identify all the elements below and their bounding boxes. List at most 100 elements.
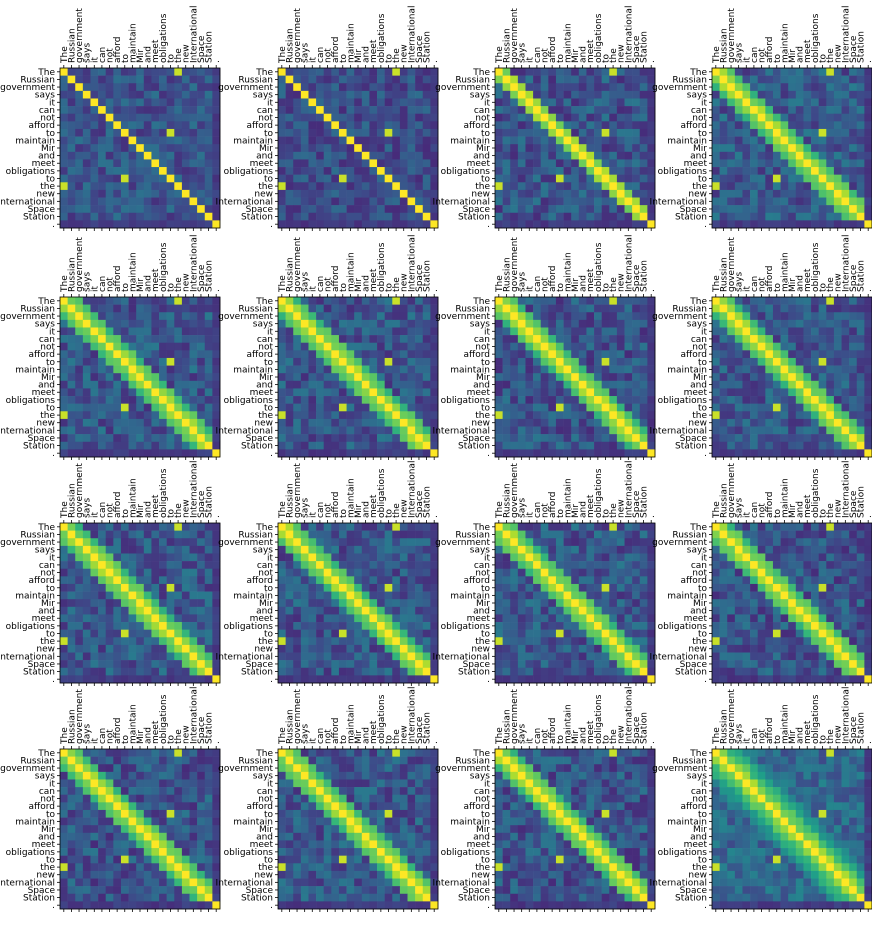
heatmap-cell [392, 189, 401, 198]
heatmap-cell [159, 365, 167, 374]
heatmap-cell [323, 68, 332, 76]
heatmap-cell [331, 220, 340, 229]
heatmap-cell [727, 83, 736, 92]
heatmap-cell [780, 312, 789, 321]
heatmap-cell [143, 675, 152, 684]
heatmap-cell [780, 205, 789, 214]
heatmap-cell [331, 98, 340, 107]
heatmap-cell [128, 174, 137, 183]
heatmap-cell [734, 365, 743, 374]
heatmap-cell [143, 637, 152, 646]
heatmap-cell [197, 449, 206, 458]
heatmap-cell [510, 98, 519, 107]
heatmap-cell [166, 380, 175, 389]
heatmap-cell [338, 151, 347, 160]
heatmap-cell [415, 403, 424, 412]
heatmap-cell [727, 388, 736, 397]
heatmap-cell [750, 388, 759, 397]
heatmap-cell [548, 136, 557, 145]
heatmap-cell [67, 667, 76, 676]
heatmap-cell [105, 98, 114, 107]
heatmap-cell [772, 151, 781, 160]
heatmap-cell [128, 182, 137, 191]
y-tick-label: and [38, 607, 55, 617]
heatmap-cell [555, 151, 564, 160]
heatmap-cell [422, 530, 431, 539]
heatmap-cell [586, 197, 595, 206]
heatmap-cell [113, 411, 122, 420]
heatmap-cell [856, 98, 865, 107]
heatmap-cell [765, 434, 774, 443]
x-tick-label: can [750, 47, 760, 63]
heatmap-cell [571, 83, 580, 92]
heatmap-cell [495, 189, 503, 198]
x-tick-label: government [293, 8, 303, 63]
heatmap-cell [316, 350, 325, 359]
heatmap-cell [772, 159, 781, 168]
heatmap-cell [323, 212, 332, 221]
heatmap-cell [204, 205, 213, 214]
heatmap-cell [82, 411, 91, 420]
heatmap-cell [430, 205, 439, 214]
heatmap-cell [578, 205, 587, 214]
heatmap-cell [105, 576, 114, 585]
heatmap-cell [399, 434, 408, 443]
heatmap-cell [197, 350, 206, 359]
heatmap-cell [136, 568, 145, 577]
heatmap-cell [742, 403, 751, 412]
heatmap-cell [578, 449, 587, 458]
heatmap-cell [316, 523, 325, 531]
heatmap-cell [331, 174, 340, 183]
heatmap-cell [392, 530, 401, 539]
heatmap-cell [331, 335, 340, 344]
heatmap-cell [811, 357, 819, 366]
heatmap-cell [719, 90, 728, 99]
heatmap-cell [772, 197, 781, 206]
heatmap-cell [82, 561, 91, 570]
heatmap-cell [361, 396, 370, 404]
heatmap-cell [204, 297, 213, 305]
heatmap-cell [300, 350, 309, 359]
heatmap-cell [166, 675, 175, 684]
heatmap-cell [128, 373, 137, 382]
heatmap-cell [594, 441, 602, 450]
heatmap-cell [189, 644, 198, 653]
heatmap-cell [415, 197, 424, 206]
heatmap-cell [75, 434, 84, 443]
heatmap-cell [151, 144, 160, 153]
heatmap-cell [757, 449, 766, 458]
heatmap-cell [354, 357, 363, 366]
heatmap-cell [293, 121, 302, 130]
heatmap-cell [849, 365, 858, 374]
heatmap-cell [189, 426, 198, 435]
heatmap-cell [811, 113, 819, 122]
heatmap-cell [578, 159, 587, 168]
heatmap-cell [856, 357, 865, 366]
heatmap-cell [578, 212, 587, 221]
heatmap-cell [293, 335, 302, 344]
heatmap-cell [67, 583, 76, 592]
heatmap-cell [864, 98, 872, 107]
heatmap-cell [60, 652, 68, 661]
heatmap-cell [308, 128, 317, 137]
heatmap-cell [338, 426, 347, 435]
heatmap-cell [346, 441, 355, 450]
heatmap-cell [82, 151, 91, 160]
heatmap-cell [727, 182, 736, 191]
heatmap-cell [632, 83, 641, 92]
x-tick-label: can [750, 276, 760, 292]
heatmap-cell [105, 652, 114, 661]
y-tick-label: maintain [667, 136, 707, 146]
heatmap-cell [594, 98, 602, 107]
heatmap-cell [293, 350, 302, 359]
heatmap-cell [285, 167, 294, 175]
heatmap-cell [331, 68, 340, 76]
heatmap-cell [780, 68, 789, 76]
heatmap-cell [757, 411, 766, 420]
heatmap-cell [98, 151, 107, 160]
heatmap-cell [300, 167, 309, 175]
heatmap-cell [197, 144, 206, 153]
heatmap-cell [60, 403, 68, 412]
heatmap-cell [712, 197, 720, 206]
heatmap-cell [765, 357, 774, 366]
